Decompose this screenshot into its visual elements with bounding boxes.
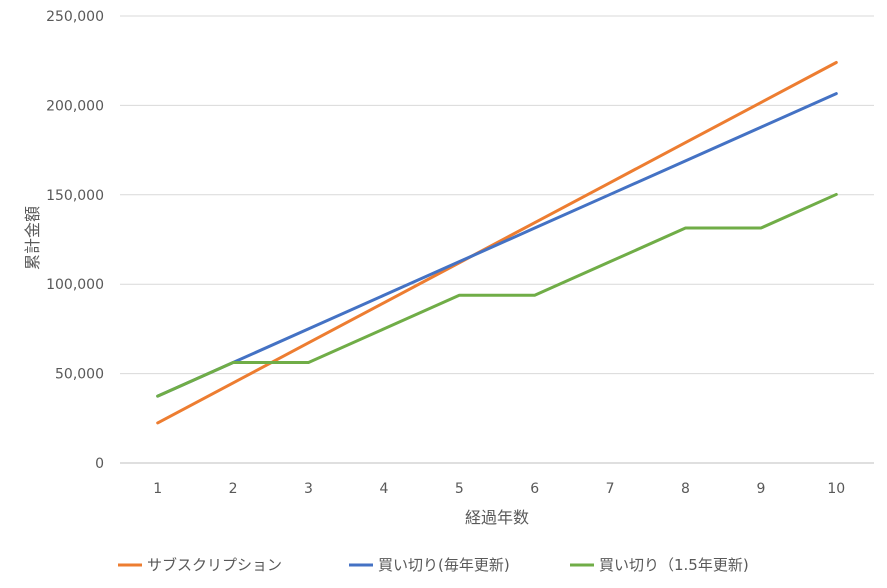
- x-tick-label: 8: [681, 481, 690, 497]
- legend-label: 買い切り(毎年更新): [378, 556, 510, 574]
- x-axis-ticks: 1 2 3 4 5 6 7 8 9 10: [153, 481, 845, 497]
- y-tick-label: 250,000: [46, 9, 104, 25]
- x-tick-label: 2: [229, 481, 238, 497]
- x-tick-label: 6: [530, 481, 539, 497]
- x-tick-label: 10: [827, 481, 845, 497]
- x-tick-label: 5: [455, 481, 464, 497]
- legend-label: 買い切り（1.5年更新): [599, 556, 749, 574]
- y-axis-title: 累計金額: [23, 206, 42, 270]
- y-tick-label: 0: [95, 456, 104, 472]
- x-tick-label: 4: [379, 481, 388, 497]
- y-tick-label: 150,000: [46, 188, 104, 204]
- y-tick-label: 200,000: [46, 98, 104, 114]
- x-tick-label: 1: [153, 481, 162, 497]
- gridlines: [120, 15, 874, 464]
- series-line-1: [156, 60, 838, 425]
- y-axis-ticks: 0 50,000 100,000 150,000 200,000 250,000: [46, 9, 104, 472]
- x-axis-title: 経過年数: [465, 508, 529, 527]
- x-tick-label: 3: [304, 481, 313, 497]
- y-tick-label: 50,000: [55, 367, 104, 383]
- series-lines: [156, 60, 838, 425]
- legend-label: サブスクリプション: [147, 556, 282, 574]
- legend: サブスクリプション 買い切り(毎年更新) 買い切り（1.5年更新): [118, 556, 749, 574]
- series-line-3: [156, 192, 838, 398]
- x-tick-label: 9: [756, 481, 765, 497]
- series-line-2: [156, 92, 838, 398]
- y-tick-label: 100,000: [46, 277, 104, 293]
- x-tick-label: 7: [606, 481, 615, 497]
